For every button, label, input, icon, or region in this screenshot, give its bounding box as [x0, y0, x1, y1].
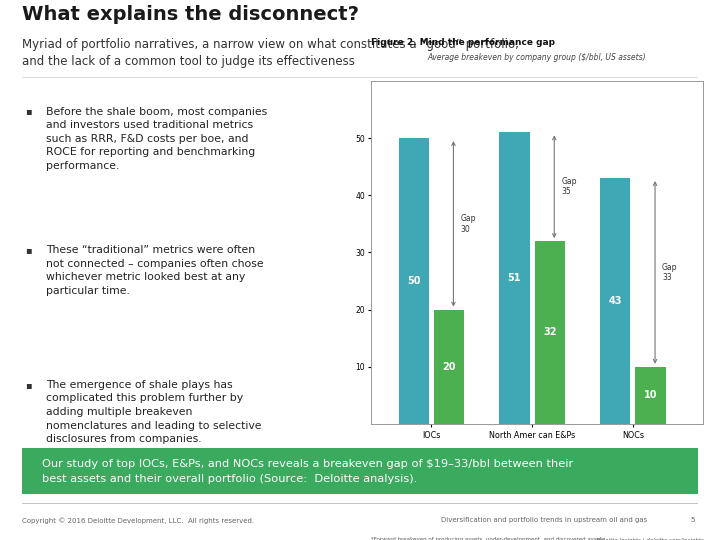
Bar: [635, 367, 665, 424]
Bar: [600, 178, 631, 424]
Bar: [500, 132, 530, 424]
Text: 20: 20: [442, 362, 456, 372]
Text: Our study of top IOCs, E&Ps, and NOCs reveals a breakeven gap of $19–33/bbl betw: Our study of top IOCs, E&Ps, and NOCs re…: [42, 459, 573, 483]
Text: Gap
30: Gap 30: [461, 214, 476, 234]
Text: Average breakeven by company group ($/bbl, US assets): Average breakeven by company group ($/bb…: [428, 53, 647, 62]
Text: 50: 50: [407, 276, 420, 286]
Text: 32: 32: [543, 327, 557, 338]
Text: These “traditional” metrics were often
not connected – companies often chose
whi: These “traditional” metrics were often n…: [46, 245, 264, 296]
Text: 43: 43: [608, 296, 622, 306]
Text: Myriad of portfolio narratives, a narrow view on what constitutes a “good” portf: Myriad of portfolio narratives, a narrow…: [22, 38, 518, 68]
Text: Gap
35: Gap 35: [562, 177, 577, 197]
Text: Copyright © 2016 Deloitte Development, LLC.  All rights reserved.: Copyright © 2016 Deloitte Development, L…: [22, 517, 253, 524]
Text: The emergence of shale plays has
complicated this problem further by
adding mult: The emergence of shale plays has complic…: [46, 380, 261, 444]
Legend: Complete portfolio*, Premium assets**: Complete portfolio*, Premium assets**: [451, 484, 624, 496]
Text: ▪: ▪: [25, 106, 32, 117]
FancyBboxPatch shape: [22, 448, 698, 494]
Text: 10: 10: [644, 390, 657, 400]
Bar: [433, 309, 464, 424]
Bar: [534, 241, 565, 424]
Text: Gap
33: Gap 33: [662, 263, 678, 282]
Text: 51: 51: [508, 273, 521, 283]
Bar: [399, 138, 429, 424]
Text: Deloitte Insights | deloitte.com/insights: Deloitte Insights | deloitte.com/insight…: [595, 537, 703, 540]
Text: ▪: ▪: [25, 245, 32, 255]
Text: Before the shale boom, most companies
and investors used traditional metrics
suc: Before the shale boom, most companies an…: [46, 106, 267, 171]
Text: 5: 5: [690, 517, 695, 523]
Text: Diversification and portfolio trends in upstream oil and gas: Diversification and portfolio trends in …: [441, 517, 647, 523]
Text: Figure 2. Mind the performance gap: Figure 2. Mind the performance gap: [371, 38, 555, 47]
Text: What explains the disconnect?: What explains the disconnect?: [22, 5, 359, 24]
Text: ▪: ▪: [25, 380, 32, 390]
Text: *Forward breakeven of producing assets, under-development, and discovered assets: *Forward breakeven of producing assets, …: [371, 537, 645, 540]
